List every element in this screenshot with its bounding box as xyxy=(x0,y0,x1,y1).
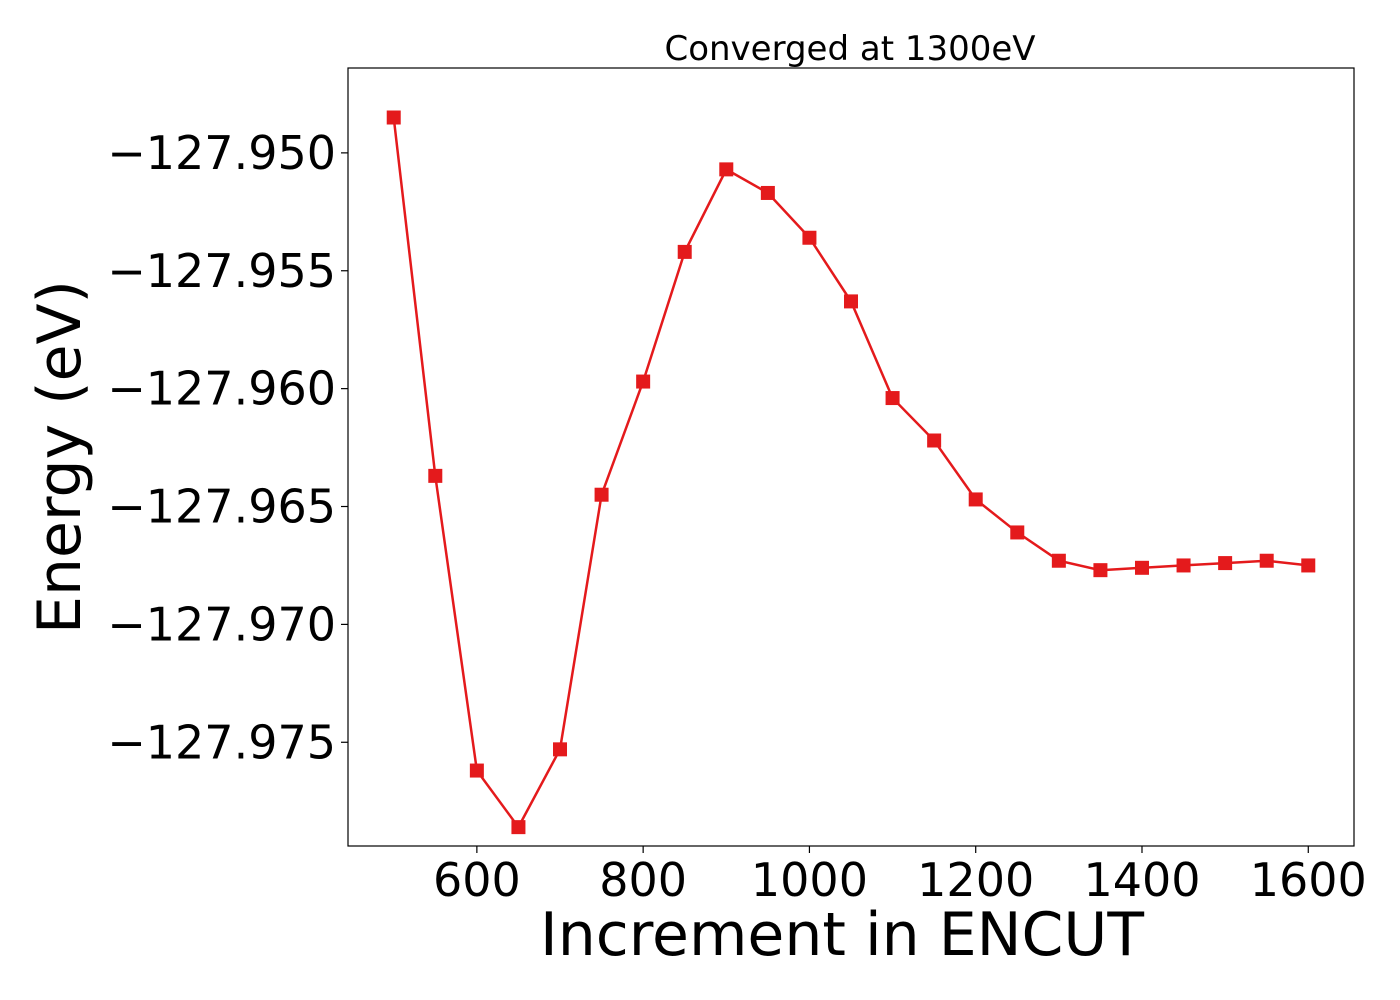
data-point-marker xyxy=(760,185,775,200)
x-axis-ticks: 600 800 1000 1200 1400 1600 xyxy=(433,846,1367,907)
data-point-marker xyxy=(1093,563,1108,578)
data-point-marker xyxy=(1301,558,1316,573)
data-point-marker xyxy=(386,110,401,125)
data-point-marker xyxy=(1134,560,1149,575)
data-point-marker xyxy=(1051,553,1066,568)
x-tick-label: 1600 xyxy=(1250,853,1367,907)
data-point-marker xyxy=(594,487,609,502)
y-axis-ticks: −127.950 −127.955 −127.960 −127.965 −127.970… xyxy=(107,126,348,769)
data-point-marker xyxy=(844,294,858,309)
data-point-marker xyxy=(553,742,568,757)
data-point-marker xyxy=(885,391,900,406)
y-tick-label: −127.965 xyxy=(107,480,336,534)
y-axis-label: Energy (eV) xyxy=(25,280,95,634)
x-tick-label: 600 xyxy=(433,853,521,907)
data-point-marker xyxy=(719,162,734,177)
data-point-marker xyxy=(802,230,817,245)
data-point-marker xyxy=(636,374,651,389)
x-tick-label: 1200 xyxy=(917,853,1034,907)
x-axis-label: Increment in ENCUT xyxy=(540,900,1144,970)
data-point-marker xyxy=(927,433,942,448)
data-point-marker xyxy=(677,244,692,259)
data-point-marker xyxy=(469,763,484,778)
data-point-marker xyxy=(1010,525,1025,540)
energy-series-line xyxy=(392,117,1309,830)
chart-title: Converged at 1300eV xyxy=(664,29,1035,69)
data-point-marker xyxy=(511,820,526,835)
data-point-marker xyxy=(1259,553,1274,568)
y-tick-label: −127.970 xyxy=(107,597,336,651)
energy-series-markers xyxy=(386,110,1316,835)
x-tick-label: 1400 xyxy=(1083,853,1200,907)
plot-area-frame xyxy=(347,67,1355,847)
y-tick-label: −127.950 xyxy=(107,126,336,180)
data-point-marker xyxy=(428,468,443,483)
data-point-marker xyxy=(1176,558,1191,573)
y-tick-label: −127.960 xyxy=(107,362,336,416)
data-point-marker xyxy=(968,492,983,507)
data-point-marker xyxy=(1218,556,1233,571)
x-tick-label: 1000 xyxy=(751,853,868,907)
y-tick-label: −127.975 xyxy=(107,715,336,769)
x-tick-label: 800 xyxy=(599,853,687,907)
y-tick-label: −127.955 xyxy=(107,244,336,298)
